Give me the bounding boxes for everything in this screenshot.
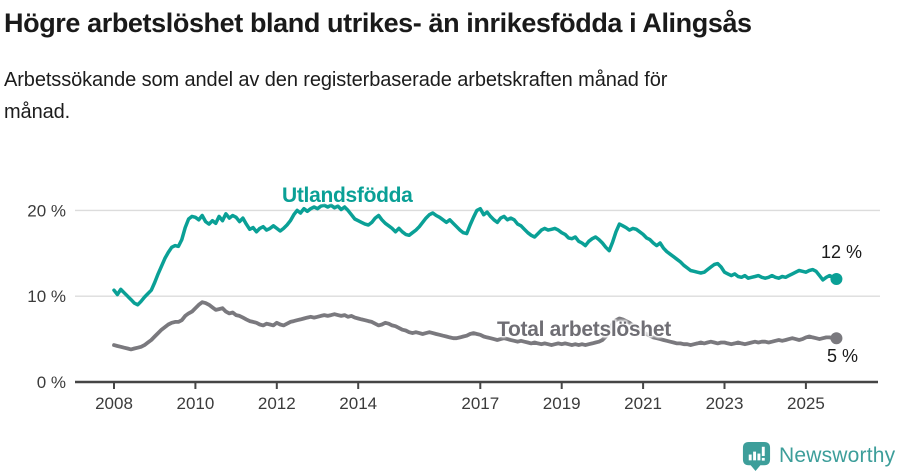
x-axis-label-2023: 2023 xyxy=(706,394,744,413)
x-axis-label-2008: 2008 xyxy=(95,394,133,413)
subtitle-line-2: månad. xyxy=(4,101,71,123)
newsworthy-logo-text: Newsworthy xyxy=(779,443,896,467)
series-line-total xyxy=(112,300,839,352)
x-axis-label-2017: 2017 xyxy=(461,394,499,413)
x-axis-label-2025: 2025 xyxy=(787,394,825,413)
x-axis-label-2010: 2010 xyxy=(176,394,214,413)
subtitle-line-1: Arbetssökande som andel av den registerb… xyxy=(4,69,668,91)
newsworthy-logo: Newsworthy xyxy=(741,440,895,471)
newsworthy-logo-icon xyxy=(742,441,771,471)
series-label-utlandsfodda: Utlandsfödda xyxy=(282,184,413,207)
page-title: Högre arbetslöshet bland utrikes- än inr… xyxy=(4,8,752,38)
end-value-utlandsfodda: 12 % xyxy=(821,242,863,262)
x-axis-label-2012: 2012 xyxy=(258,394,296,413)
x-axis-label-2021: 2021 xyxy=(624,394,662,413)
series-end-dot-utlandsfodda xyxy=(830,273,843,286)
chart-subtitle: Arbetssökande som andel av den registerb… xyxy=(4,64,667,128)
y-axis-label-0: 0 % xyxy=(37,373,66,392)
x-axis-label-2014: 2014 xyxy=(339,394,377,413)
y-axis-label-20: 20 % xyxy=(27,201,66,220)
x-axis-label-2019: 2019 xyxy=(543,394,581,413)
series-line-utlandsfodda xyxy=(112,203,839,307)
series-end-dot-total xyxy=(830,332,843,345)
y-axis-label-10: 10 % xyxy=(27,287,66,306)
end-value-total-arbetsloshet: 5 % xyxy=(827,346,859,366)
series-label-total-arbetsloshet: Total arbetslöshet xyxy=(497,318,671,341)
